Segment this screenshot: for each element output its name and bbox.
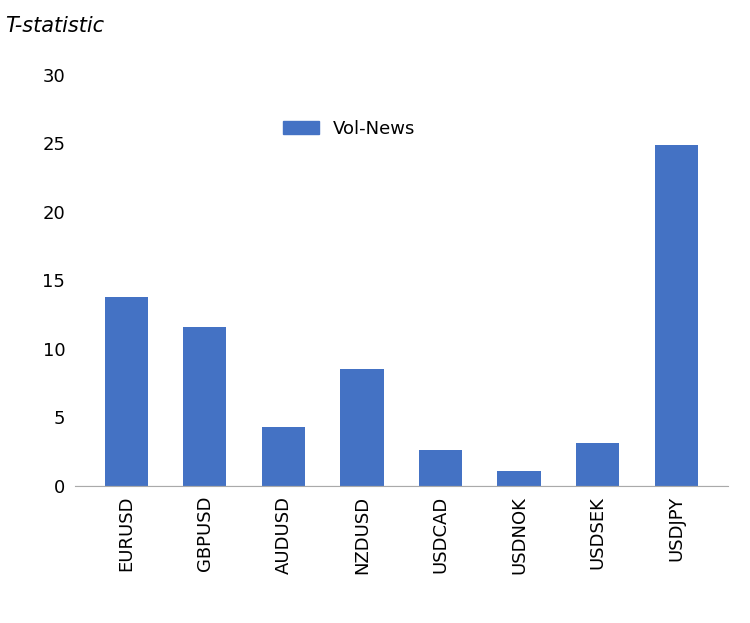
Bar [262, 427, 305, 486]
Text: T-statistic: T-statistic [5, 16, 105, 36]
Bar [105, 297, 148, 486]
Bar [655, 145, 698, 486]
Legend: Vol-News: Vol-News [275, 113, 423, 145]
Bar [497, 471, 541, 486]
Bar [183, 327, 226, 486]
Bar [576, 444, 620, 486]
Bar [419, 450, 462, 486]
Bar [340, 369, 383, 486]
